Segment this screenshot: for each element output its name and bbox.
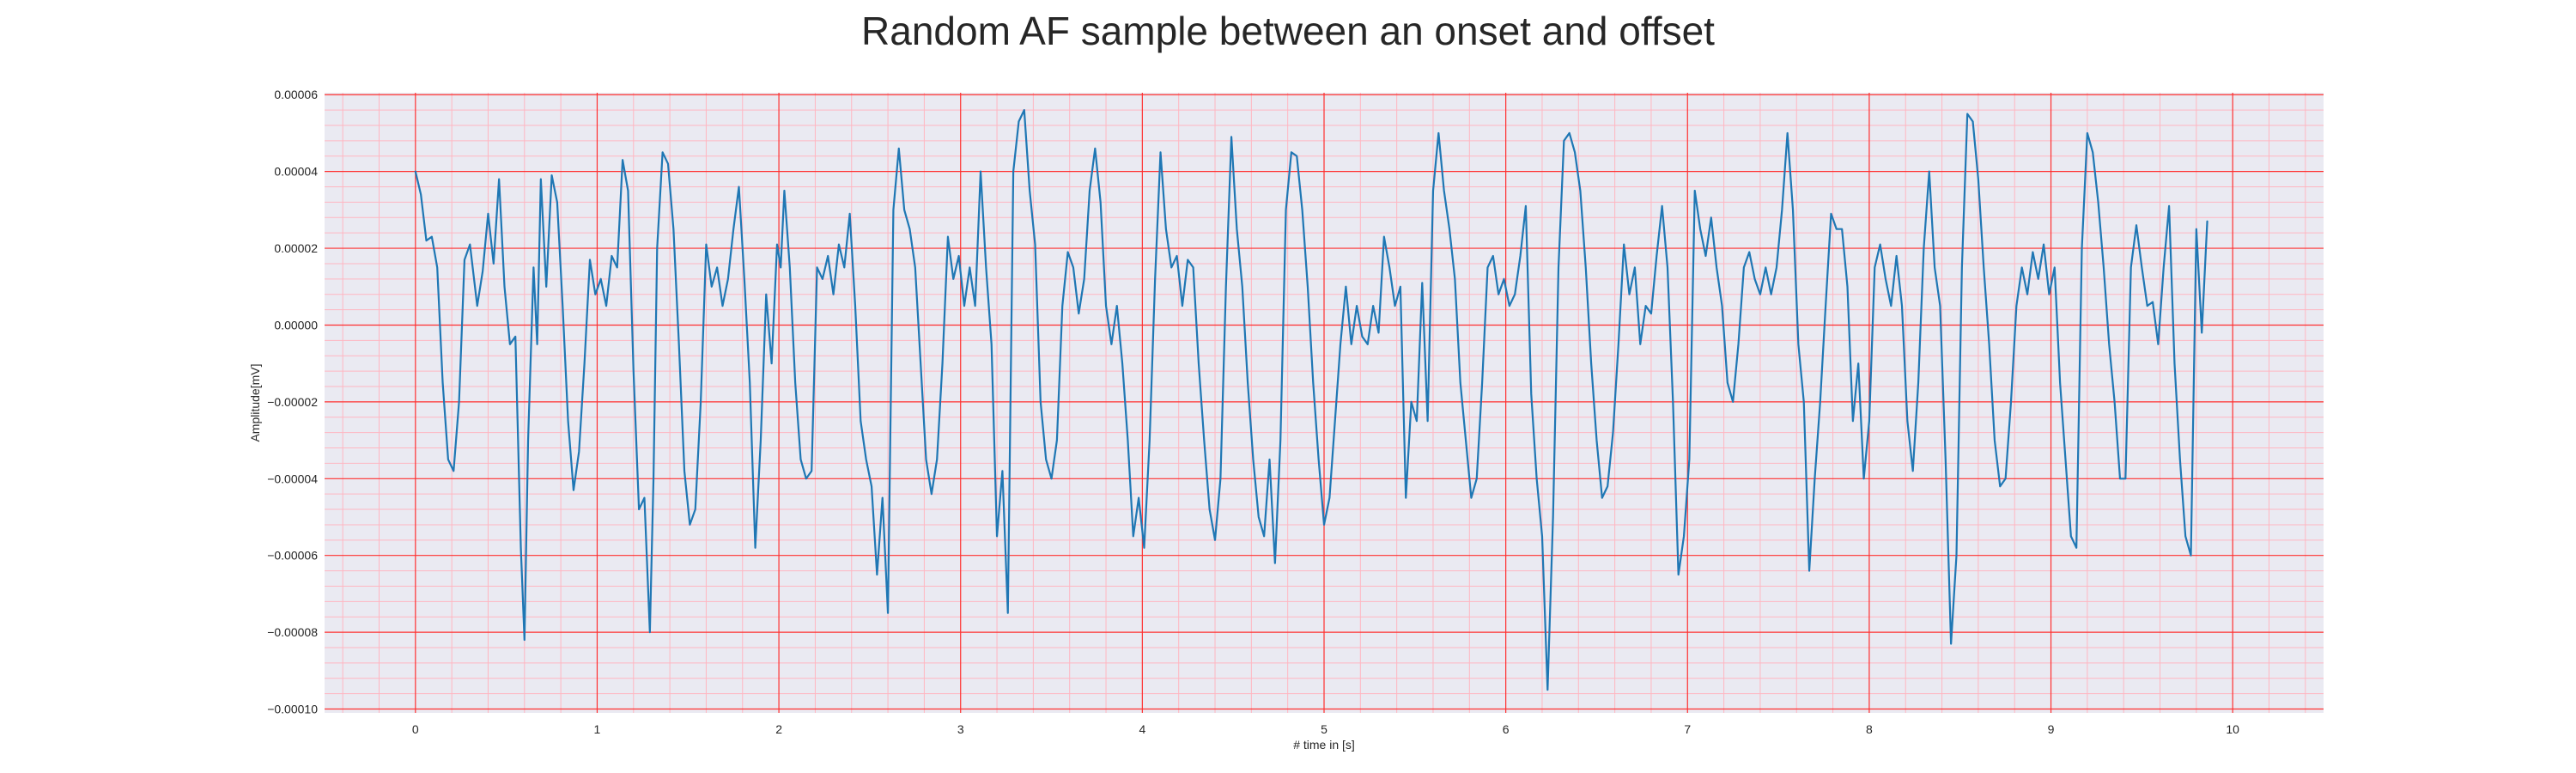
x-tick-label: 3 [957,722,964,736]
x-tick-label: 10 [2226,722,2239,736]
y-tick-label: 0.00000 [274,318,318,332]
y-axis-label: Amplitude[mV] [248,363,262,441]
x-tick-label: 2 [775,722,782,736]
x-tick-label: 6 [1503,722,1510,736]
y-tick-label: −0.00010 [267,703,318,716]
major-grid [325,93,2324,713]
x-tick-label: 0 [412,722,419,736]
x-axis-ticks: 0 1 2 3 4 5 6 7 8 9 10 [412,722,2239,736]
y-tick-label: −0.00002 [267,395,318,409]
x-tick-label: 1 [594,722,601,736]
y-axis-ticks: −0.00010 −0.00008 −0.00006 −0.00004 −0.00002… [267,88,318,715]
chart-title: Random AF sample between an onset and of… [861,9,1715,53]
x-tick-label: 7 [1684,722,1691,736]
y-tick-label: −0.00004 [267,472,318,485]
signal-line [414,109,2208,691]
y-tick-label: 0.00004 [274,165,318,179]
y-tick-label: −0.00006 [267,549,318,563]
x-tick-label: 4 [1139,722,1145,736]
x-tick-label: 8 [1866,722,1873,736]
series-layer [414,109,2208,691]
x-axis-label: # time in [s] [1293,738,1355,752]
y-tick-label: 0.00006 [274,88,318,101]
x-tick-label: 9 [2048,722,2055,736]
y-tick-label: −0.00008 [267,625,318,639]
y-tick-label: 0.00002 [274,241,318,255]
x-tick-label: 5 [1321,722,1327,736]
